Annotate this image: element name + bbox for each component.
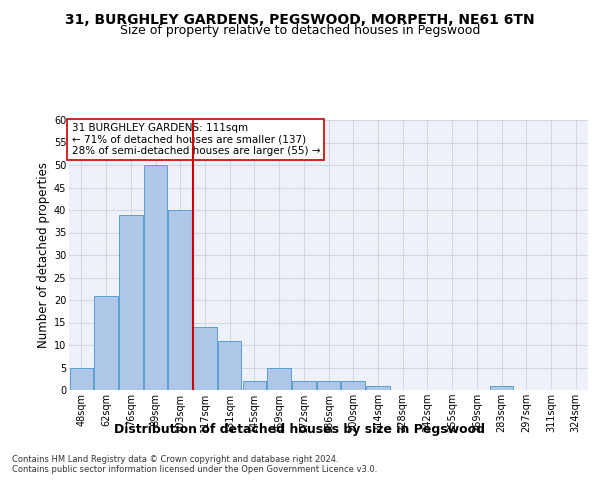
Bar <box>193 327 217 390</box>
Text: Size of property relative to detached houses in Pegswood: Size of property relative to detached ho… <box>120 24 480 37</box>
Text: Contains HM Land Registry data © Crown copyright and database right 2024.
Contai: Contains HM Land Registry data © Crown c… <box>12 455 377 474</box>
Bar <box>169 210 192 390</box>
Bar <box>341 381 365 390</box>
Text: Distribution of detached houses by size in Pegswood: Distribution of detached houses by size … <box>115 422 485 436</box>
Bar <box>366 386 389 390</box>
Bar <box>242 381 266 390</box>
Bar <box>317 381 340 390</box>
Bar <box>490 386 513 390</box>
Text: 31, BURGHLEY GARDENS, PEGSWOOD, MORPETH, NE61 6TN: 31, BURGHLEY GARDENS, PEGSWOOD, MORPETH,… <box>65 12 535 26</box>
Bar <box>70 368 93 390</box>
Bar <box>292 381 316 390</box>
Bar <box>94 296 118 390</box>
Y-axis label: Number of detached properties: Number of detached properties <box>37 162 50 348</box>
Text: 31 BURGHLEY GARDENS: 111sqm
← 71% of detached houses are smaller (137)
28% of se: 31 BURGHLEY GARDENS: 111sqm ← 71% of det… <box>71 122 320 156</box>
Bar <box>119 214 143 390</box>
Bar <box>144 165 167 390</box>
Bar <box>268 368 291 390</box>
Bar <box>218 340 241 390</box>
